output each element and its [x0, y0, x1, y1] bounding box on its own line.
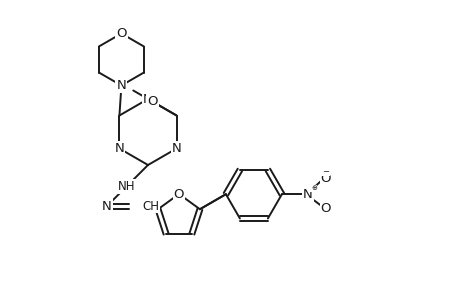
Text: O: O — [320, 172, 330, 185]
Text: ⊕: ⊕ — [310, 185, 316, 191]
Text: N: N — [302, 188, 312, 201]
Text: NH: NH — [118, 180, 135, 193]
Text: N: N — [116, 79, 126, 92]
Text: O: O — [147, 95, 157, 108]
Text: N: N — [102, 200, 112, 212]
Text: −: − — [322, 167, 329, 176]
Text: O: O — [116, 27, 126, 40]
Text: N: N — [143, 92, 152, 106]
Text: N: N — [171, 142, 181, 155]
Text: CH: CH — [142, 200, 159, 212]
Text: N: N — [114, 142, 124, 155]
Text: O: O — [174, 188, 184, 200]
Text: O: O — [320, 202, 330, 215]
Text: N: N — [116, 79, 126, 92]
